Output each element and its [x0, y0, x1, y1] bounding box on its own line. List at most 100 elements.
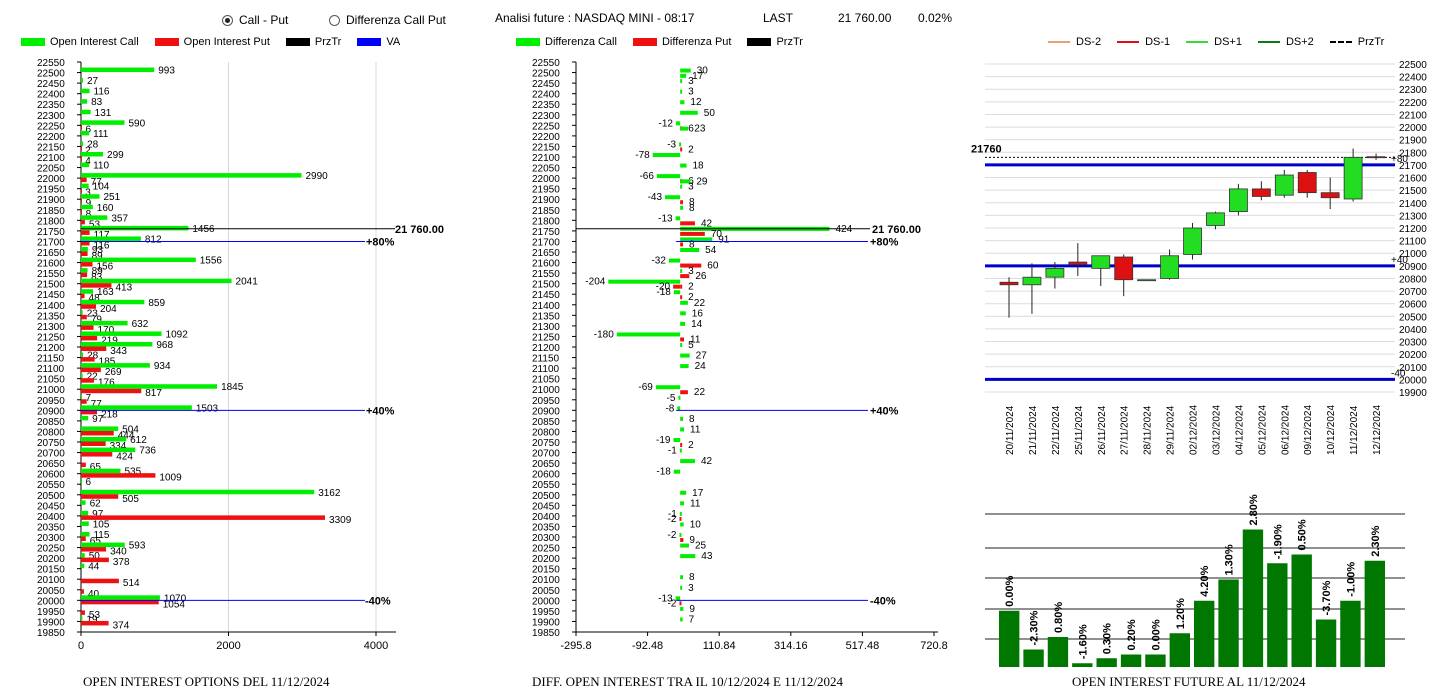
y-tick-label: 20300	[1399, 338, 1427, 349]
call-bar	[81, 331, 162, 336]
call-value-label: 97	[92, 414, 104, 425]
y-tick-label: 22100	[37, 153, 65, 164]
call-value-label: 28	[87, 351, 99, 362]
candle-body	[1022, 276, 1042, 286]
diff-value-label: 23	[694, 124, 706, 135]
diff-value-label: 11	[690, 424, 701, 435]
y-tick-label: 20150	[37, 565, 65, 576]
call-value-label: 27	[87, 76, 99, 87]
call-bar	[81, 247, 88, 252]
y-tick-label: 21750	[37, 227, 65, 238]
put-value-label: 204	[100, 304, 117, 315]
x-tick-label: -295.8	[560, 640, 591, 652]
diff-value-label: 8	[689, 197, 695, 208]
y-tick-label: 21300	[532, 322, 560, 333]
call-bar	[81, 363, 150, 368]
diff-value-label: 2	[688, 440, 694, 451]
candle-body	[1274, 174, 1294, 196]
y-tick-label: 22400	[1399, 73, 1427, 84]
diff-value-label: -1	[668, 446, 677, 457]
put-value-label: 6	[85, 124, 91, 135]
y-tick-label: 22150	[37, 142, 65, 153]
y-tick-label: 22400	[37, 90, 65, 101]
y-tick-label: 20650	[37, 459, 65, 470]
put-diff-bar	[680, 443, 683, 447]
call-diff-bar	[680, 68, 691, 73]
legend-line	[1117, 41, 1140, 43]
call-value-label: 593	[129, 541, 146, 552]
diff-value-label: -69	[638, 382, 653, 393]
call-diff-bar	[680, 184, 683, 189]
call-diff-bar	[680, 300, 688, 305]
call-diff-bar	[679, 511, 682, 516]
candle-body	[1091, 255, 1111, 269]
put-bar	[81, 177, 87, 183]
put-value-label: 89	[92, 251, 104, 262]
call-diff-bar	[680, 269, 683, 274]
radio-differenza-call-put[interactable]: Differenza Call Put	[329, 13, 446, 27]
diff-value-label: 18	[693, 161, 705, 172]
x-tick-label: 2000	[216, 640, 240, 652]
y-tick-label: 20600	[1399, 300, 1427, 311]
call-bar	[81, 162, 90, 168]
call-value-label: 116	[94, 87, 110, 98]
y-tick-label: 21450	[532, 290, 560, 301]
diff-value-label: 3	[688, 266, 694, 277]
y-tick-label: 20300	[37, 533, 65, 544]
call-bar	[81, 225, 189, 231]
call-diff-bar	[679, 448, 682, 453]
diff-value-label: -13	[658, 593, 673, 604]
y-tick-label: 20950	[532, 396, 560, 407]
diff-value-label: 91	[718, 234, 730, 245]
call-bar	[81, 373, 83, 379]
call-value-label: 934	[154, 361, 171, 372]
call-diff-bar	[680, 617, 683, 622]
put-bar	[81, 357, 95, 362]
y-tick-label: 21800	[1399, 148, 1427, 159]
call-bar	[81, 88, 90, 94]
call-value-label: 2041	[236, 277, 259, 288]
y-tick-label: 20100	[37, 575, 65, 586]
y-tick-label: 21400	[37, 301, 65, 312]
call-bar	[81, 130, 90, 136]
call-diff-bar	[680, 89, 683, 94]
y-tick-label: 20300	[532, 533, 560, 544]
oi-bar	[1047, 637, 1069, 667]
legend-line	[1329, 41, 1352, 43]
call-value-label: 612	[130, 435, 147, 446]
put-value-label: 269	[105, 367, 122, 378]
diff-value-label: 29	[696, 176, 708, 187]
call-bar	[81, 268, 88, 273]
diff-value-label: 16	[692, 308, 704, 319]
legend-label: Open Interest Put	[183, 36, 270, 48]
va-label: +80%	[870, 236, 899, 248]
call-value-label: 632	[132, 319, 149, 330]
oi-value-label: -1.00%	[1345, 562, 1357, 597]
date-label: 26/11/2024	[1097, 405, 1108, 455]
y-tick-label: 20500	[37, 491, 65, 502]
call-bar	[81, 405, 192, 410]
diff-value-label: 5	[688, 340, 694, 351]
y-tick-label: 22000	[37, 174, 65, 185]
put-value-label: 8	[86, 209, 92, 220]
oi-bar	[1194, 600, 1215, 667]
put-bar	[81, 262, 93, 267]
put-diff-bar	[680, 242, 683, 247]
call-value-label: 1092	[166, 329, 189, 340]
legend-swatch	[357, 38, 382, 46]
diff-value-label: 3	[688, 583, 694, 594]
call-diff-bar	[680, 311, 686, 316]
call-diff-bar	[677, 406, 681, 411]
y-tick-label: 20950	[37, 396, 65, 407]
diff-open-interest-chart: 2255022500224502240022350223002225022200…	[532, 58, 948, 652]
diff-value-label: -32	[651, 256, 666, 267]
legend-item: DS-1	[1117, 36, 1170, 48]
y-tick-label: 20850	[532, 417, 560, 428]
candle-body	[1229, 188, 1248, 212]
radio-call-put[interactable]: Call - Put	[222, 13, 288, 27]
put-diff-bar	[680, 231, 705, 236]
legend-label: Differenza Call	[545, 36, 617, 48]
call-diff-bar	[680, 343, 683, 347]
legend-item: Open Interest Put	[154, 36, 270, 48]
call-diff-bar	[680, 501, 685, 506]
